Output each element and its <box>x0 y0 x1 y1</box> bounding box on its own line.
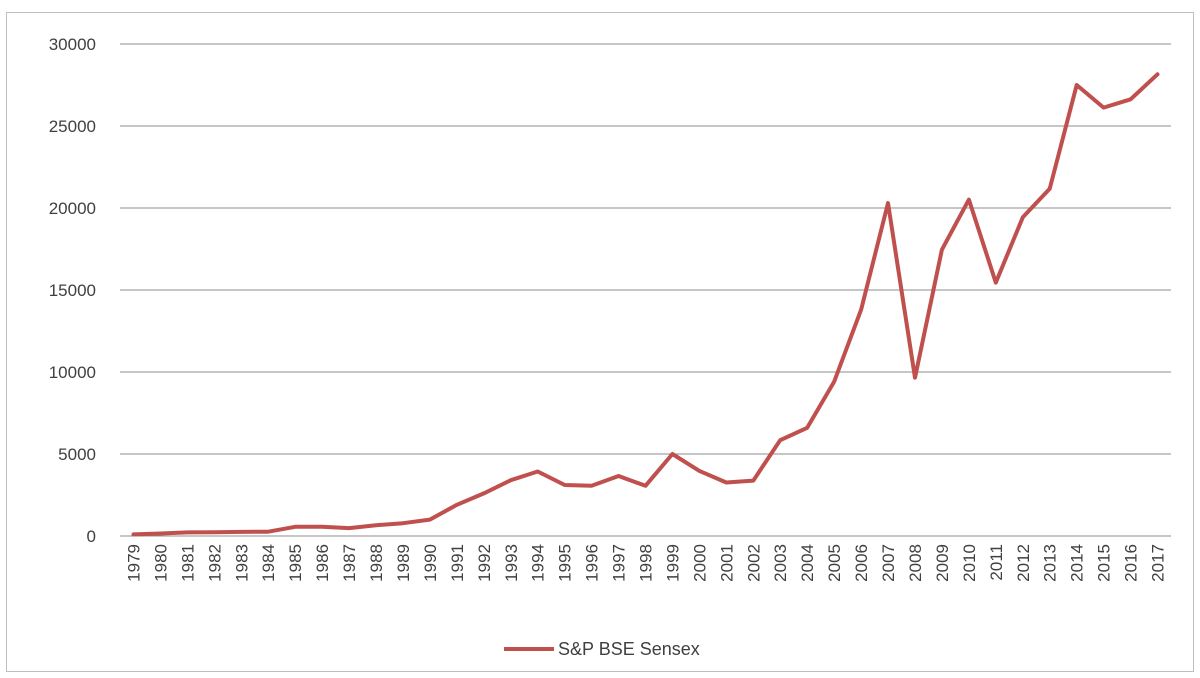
x-tick-label: 1998 <box>637 544 656 582</box>
x-tick-label: 1990 <box>421 544 440 582</box>
x-tick-label: 1995 <box>556 544 575 582</box>
x-tick-label: 2016 <box>1122 544 1141 582</box>
x-tick-label: 1981 <box>178 544 197 582</box>
x-tick-label: 2013 <box>1041 544 1060 582</box>
series-layer <box>131 72 1160 537</box>
x-tick-label: 1994 <box>529 544 548 582</box>
x-tick-label: 2002 <box>744 544 763 582</box>
y-tick-label: 0 <box>87 527 96 546</box>
chart-frame: 0 5000 10000 15000 20000 25000 30000 1979 1980 1… <box>6 12 1194 672</box>
x-tick-label: 2005 <box>825 544 844 582</box>
y-tick-label: 5000 <box>58 445 96 464</box>
legend-label: S&P BSE Sensex <box>558 639 700 659</box>
x-tick-label: 2011 <box>987 544 1006 581</box>
x-tick-label: 1987 <box>340 544 359 582</box>
x-axis-tick-labels: 1979 1980 1981 1982 1983 1984 1985 1986 1987 1988… <box>124 544 1167 582</box>
x-tick-label: 1989 <box>394 544 413 582</box>
y-tick-label: 20000 <box>49 199 96 218</box>
x-tick-label: 1996 <box>583 544 602 582</box>
x-tick-label: 1983 <box>232 544 251 582</box>
series-line <box>131 72 1160 537</box>
x-tick-label: 2006 <box>852 544 871 582</box>
x-tick-label: 1984 <box>259 544 278 582</box>
x-tick-label: 2004 <box>798 544 817 582</box>
x-tick-label: 1985 <box>286 544 305 582</box>
x-tick-label: 1979 <box>124 544 143 582</box>
x-tick-label: 2007 <box>879 544 898 582</box>
x-tick-label: 1988 <box>367 544 386 582</box>
x-tick-label: 2008 <box>906 544 925 582</box>
y-tick-label: 15000 <box>49 281 96 300</box>
x-tick-label: 2003 <box>771 544 790 582</box>
x-tick-label: 1982 <box>205 544 224 582</box>
x-tick-label: 2009 <box>933 544 952 582</box>
x-tick-label: 1980 <box>151 544 170 582</box>
x-tick-label: 1991 <box>448 544 467 582</box>
y-tick-label: 30000 <box>49 35 96 54</box>
gridlines <box>120 43 1171 537</box>
x-tick-label: 1992 <box>475 544 494 582</box>
y-tick-label: 10000 <box>49 363 96 382</box>
y-axis-tick-labels: 0 5000 10000 15000 20000 25000 30000 <box>49 35 96 546</box>
x-tick-label: 1999 <box>663 544 682 582</box>
x-tick-label: 1986 <box>313 544 332 582</box>
x-tick-label: 2000 <box>690 544 709 582</box>
x-tick-label: 2010 <box>960 544 979 582</box>
legend: S&P BSE Sensex <box>504 639 700 659</box>
x-tick-label: 2017 <box>1149 544 1168 582</box>
x-tick-label: 2015 <box>1095 544 1114 582</box>
x-tick-label: 1997 <box>610 544 629 582</box>
x-tick-label: 2012 <box>1014 544 1033 582</box>
x-tick-label: 2001 <box>717 544 736 582</box>
x-tick-label: 1993 <box>502 544 521 582</box>
y-tick-label: 25000 <box>49 117 96 136</box>
x-tick-label: 2014 <box>1068 544 1087 582</box>
